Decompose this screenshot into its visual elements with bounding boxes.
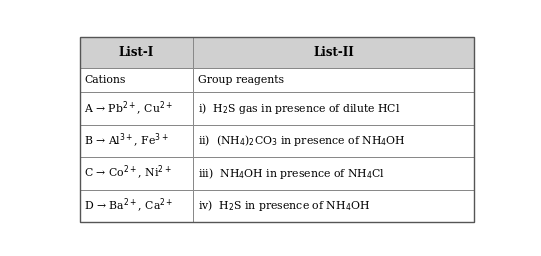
Text: ii)  (NH$_4$)$_2$CO$_3$ in presence of NH$_4$OH: ii) (NH$_4$)$_2$CO$_3$ in presence of NH… [197,133,405,148]
Text: B → Al$^{3+}$, Fe$^{3+}$: B → Al$^{3+}$, Fe$^{3+}$ [84,132,169,150]
Bar [193,92,474,125]
Text: List-II: List-II [313,46,354,59]
Bar [80,68,193,92]
Text: A → Pb$^{2+}$, Cu$^{2+}$: A → Pb$^{2+}$, Cu$^{2+}$ [84,99,174,118]
Text: i)  H$_2$S gas in presence of dilute HCl: i) H$_2$S gas in presence of dilute HCl [197,101,400,116]
Bar [80,189,193,222]
Text: iii)  NH$_4$OH in presence of NH$_4$Cl: iii) NH$_4$OH in presence of NH$_4$Cl [197,166,385,181]
Bar [80,37,193,68]
Bar [193,189,474,222]
Text: D → Ba$^{2+}$, Ca$^{2+}$: D → Ba$^{2+}$, Ca$^{2+}$ [84,197,174,215]
Text: iv)  H$_2$S in presence of NH$_4$OH: iv) H$_2$S in presence of NH$_4$OH [197,198,370,213]
Bar [193,68,474,92]
Text: List-I: List-I [118,46,154,59]
Bar [80,125,193,157]
Text: C → Co$^{2+}$, Ni$^{2+}$: C → Co$^{2+}$, Ni$^{2+}$ [84,164,172,182]
Text: Cations: Cations [84,75,126,85]
Bar [193,157,474,189]
Bar [80,92,193,125]
Bar [193,125,474,157]
Bar [193,37,474,68]
Bar [80,157,193,189]
Text: Group reagents: Group reagents [197,75,283,85]
